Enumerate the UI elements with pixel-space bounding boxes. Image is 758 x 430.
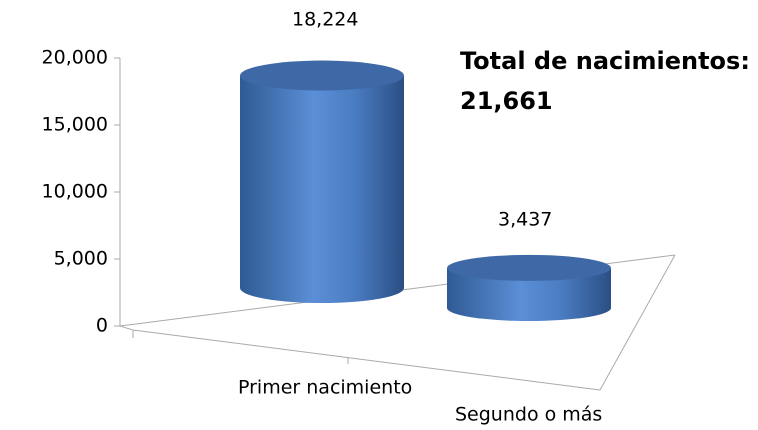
cylinder-body [447,267,611,321]
y-tick-label: 20,000 [42,47,108,69]
annotation: Total de nacimientos: [460,47,750,75]
x-tick-label: Segundo o más [455,404,602,426]
y-tick-label: 10,000 [42,181,108,203]
y-tick-label: 5,000 [54,248,108,270]
cylinder-top [240,60,404,91]
cylinder-body [240,75,404,303]
x-tick-label: Primer nacimiento [238,377,412,399]
cylinder-top [447,254,611,281]
value-label: 3,437 [498,209,552,231]
y-tick-label: 15,000 [42,114,108,136]
y-tick-label: 0 [96,315,108,337]
value-label: 18,224 [292,9,358,31]
annotation: 21,661 [460,87,553,115]
